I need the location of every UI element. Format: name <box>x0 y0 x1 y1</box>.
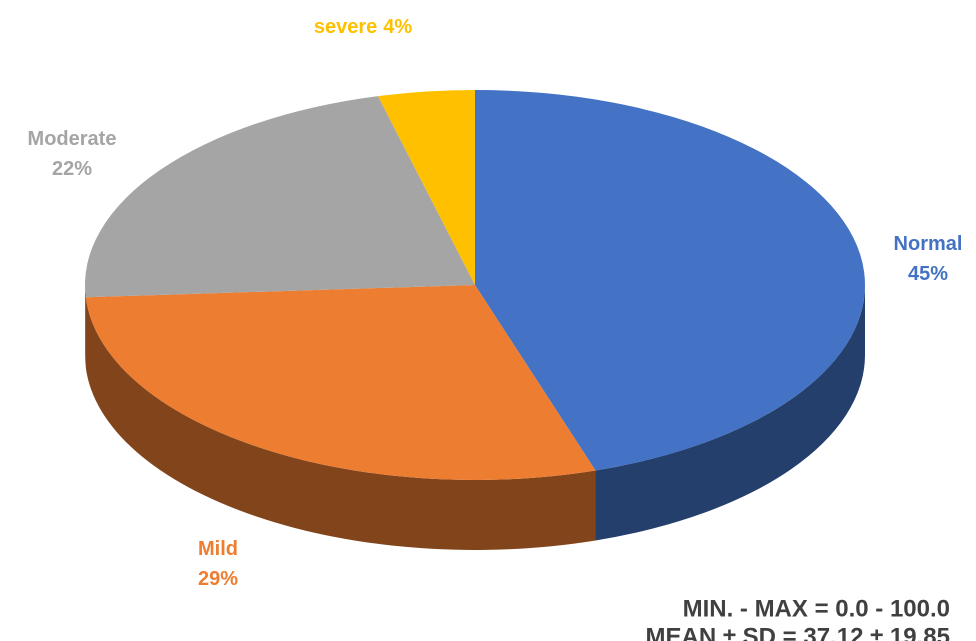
annotation: MIN. - MAX = 0.0 - 100.0 <box>683 595 950 622</box>
pie-slice <box>378 90 475 285</box>
pie-side <box>85 297 596 550</box>
category-label: severe <box>314 16 377 38</box>
pie-side <box>85 285 86 368</box>
category-label: Mild <box>198 538 238 560</box>
pie-slice <box>475 90 866 471</box>
value-label: 22% <box>52 158 92 180</box>
pie-slice <box>85 96 475 298</box>
value-label: 29% <box>198 568 238 590</box>
value-label: 4% <box>383 16 412 38</box>
category-label: Moderate <box>28 128 117 150</box>
pie-slice <box>85 285 596 481</box>
value-label: 45% <box>908 263 948 285</box>
annotation: MEAN ± SD = 37.12 ± 19.85 <box>646 623 951 641</box>
data-label: severe 4% <box>314 16 413 38</box>
data-label: Moderate 22% <box>28 128 117 180</box>
data-label: Normal 45% <box>894 233 963 285</box>
pie-side <box>595 285 865 541</box>
data-label: Mild 29% <box>198 538 238 590</box>
category-label: Normal <box>894 233 963 255</box>
